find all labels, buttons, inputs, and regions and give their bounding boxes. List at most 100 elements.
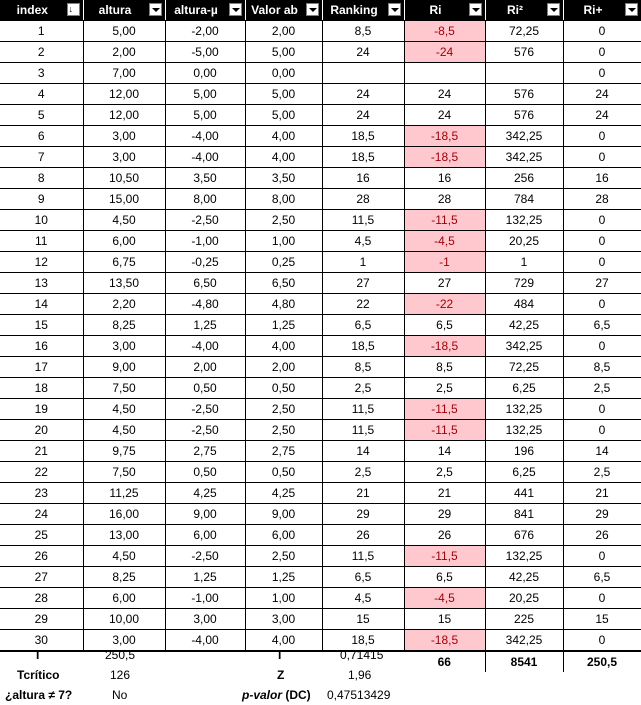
diff-cell[interactable]: -2,50 [165,398,246,420]
ripos-cell[interactable]: 0 [563,419,641,441]
total-ripos[interactable]: 250,5 [563,650,641,672]
altura-cell[interactable]: 4,50 [83,209,166,231]
index-cell[interactable]: 18 [0,377,84,399]
ripos-cell[interactable]: 2,5 [563,461,641,483]
filter-dropdown-button[interactable] [305,3,319,16]
ripos-cell[interactable]: 16 [563,167,641,189]
ri2-cell[interactable]: 42,25 [485,314,564,336]
rank-cell[interactable]: 8,5 [322,20,405,42]
rank-cell[interactable]: 27 [322,272,405,294]
abs-cell[interactable]: 6,50 [245,272,323,294]
ri2-cell[interactable]: 484 [485,293,564,315]
ripos-cell[interactable]: 6,5 [563,314,641,336]
ripos-cell[interactable]: 0 [563,251,641,273]
ripos-cell[interactable]: 24 [563,104,641,126]
ri2-cell[interactable]: 6,25 [485,377,564,399]
altura-cell[interactable]: 7,00 [83,62,166,84]
ri-cell[interactable] [404,62,486,84]
ripos-cell[interactable]: 0 [563,587,641,609]
rank-cell[interactable] [322,62,405,84]
index-cell[interactable]: 10 [0,209,84,231]
index-cell[interactable]: 27 [0,566,84,588]
rank-cell[interactable]: 24 [322,104,405,126]
abs-cell[interactable]: 8,00 [245,188,323,210]
t-label[interactable]: T [34,648,42,662]
ri2-cell[interactable]: 676 [485,524,564,546]
index-cell[interactable]: 16 [0,335,84,357]
altura-cell[interactable]: 16,00 [83,503,166,525]
rank-cell[interactable]: 4,5 [322,587,405,609]
rank-cell[interactable]: 29 [322,503,405,525]
ri2-cell[interactable]: 132,25 [485,419,564,441]
index-cell[interactable]: 26 [0,545,84,567]
abs-cell[interactable]: 5,00 [245,83,323,105]
rank-cell[interactable]: 28 [322,188,405,210]
t2-value[interactable]: 0,71415 [340,648,384,662]
altura-cell[interactable]: 4,50 [83,419,166,441]
altura-cell[interactable]: 12,00 [83,104,166,126]
ri2-cell[interactable] [485,62,564,84]
empty-cell[interactable] [245,650,322,672]
rank-cell[interactable]: 11,5 [322,398,405,420]
ri2-cell[interactable]: 20,25 [485,587,564,609]
t-value[interactable]: 250,5 [105,648,136,662]
altura-cell[interactable]: 8,25 [83,314,166,336]
altura-cell[interactable]: 10,00 [83,608,166,630]
rank-cell[interactable]: 11,5 [322,209,405,231]
index-cell[interactable]: 1 [0,20,84,42]
diff-cell[interactable]: 0,50 [165,461,246,483]
altura-cell[interactable]: 12,00 [83,83,166,105]
ripos-cell[interactable]: 0 [563,125,641,147]
index-cell[interactable]: 29 [0,608,84,630]
ri2-cell[interactable]: 729 [485,272,564,294]
filter-dropdown-button[interactable] [624,3,638,16]
filter-dropdown-button[interactable] [148,3,162,16]
ri2-cell[interactable]: 256 [485,167,564,189]
ri-cell[interactable]: 27 [404,272,486,294]
abs-cell[interactable]: 6,00 [245,524,323,546]
header-index[interactable]: index ↓ [0,0,84,21]
diff-cell[interactable]: 2,00 [165,356,246,378]
abs-cell[interactable]: 4,00 [245,629,323,652]
abs-cell[interactable]: 4,80 [245,293,323,315]
abs-cell[interactable]: 2,50 [245,209,323,231]
empty-cell[interactable] [165,650,245,672]
header-ri[interactable]: Ri [404,0,486,21]
altura-cell[interactable]: 3,00 [83,146,166,168]
ri2-cell[interactable]: 342,25 [485,629,564,652]
index-cell[interactable]: 4 [0,83,84,105]
ri-cell[interactable]: -22 [404,293,486,315]
index-cell[interactable]: 28 [0,587,84,609]
index-cell[interactable]: 19 [0,398,84,420]
total-ri2[interactable]: 8541 [485,650,564,672]
ri-cell[interactable]: -1 [404,251,486,273]
ri2-cell[interactable]: 342,25 [485,335,564,357]
filter-dropdown-button[interactable] [228,3,242,16]
diff-cell[interactable]: -5,00 [165,41,246,63]
diff-cell[interactable]: 6,50 [165,272,246,294]
abs-cell[interactable]: 2,50 [245,545,323,567]
abs-cell[interactable]: 3,00 [245,608,323,630]
index-cell[interactable]: 9 [0,188,84,210]
ri-cell[interactable]: -18,5 [404,629,486,652]
index-cell[interactable]: 24 [0,503,84,525]
rank-cell[interactable]: 18,5 [322,335,405,357]
rank-cell[interactable]: 8,5 [322,356,405,378]
altura-cell[interactable]: 3,00 [83,335,166,357]
diff-cell[interactable]: -2,00 [165,20,246,42]
rank-cell[interactable]: 24 [322,83,405,105]
diff-cell[interactable]: -4,00 [165,335,246,357]
index-cell[interactable]: 21 [0,440,84,462]
ri2-cell[interactable]: 42,25 [485,566,564,588]
ripos-cell[interactable]: 0 [563,293,641,315]
abs-cell[interactable]: 2,00 [245,20,323,42]
index-cell[interactable]: 7 [0,146,84,168]
diff-cell[interactable]: -1,00 [165,230,246,252]
altura-cell[interactable]: 5,00 [83,20,166,42]
abs-cell[interactable]: 4,25 [245,482,323,504]
index-cell[interactable]: 20 [0,419,84,441]
rank-cell[interactable]: 2,5 [322,461,405,483]
tcrit-value[interactable]: 126 [110,668,131,682]
diff-cell[interactable]: -0,25 [165,251,246,273]
altura-cell[interactable]: 4,50 [83,398,166,420]
